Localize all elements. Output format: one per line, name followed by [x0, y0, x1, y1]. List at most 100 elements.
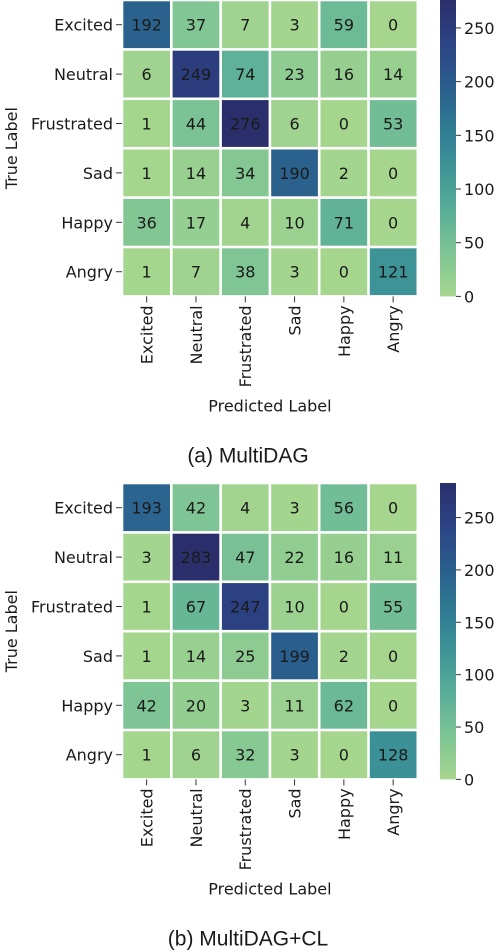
cell-value-label: 7 — [191, 263, 201, 282]
x-axis-title: Predicted Label — [208, 879, 331, 898]
y-tick-label: Happy — [61, 696, 113, 715]
cell-value-label: 67 — [186, 598, 206, 617]
cell-value-label: 190 — [279, 164, 310, 183]
cell-value-label: 1 — [142, 647, 152, 666]
heatmap-cell — [221, 632, 269, 680]
x-tick-label: Excited — [138, 305, 157, 364]
cell-value-label: 247 — [230, 598, 261, 617]
colorbar-tick-label: 0 — [464, 770, 474, 789]
heatmap-cell — [271, 533, 318, 581]
cell-value-label: 14 — [186, 647, 206, 666]
cell-value-label: 0 — [388, 647, 398, 666]
heatmap-cell — [320, 731, 368, 779]
cell-value-label: 37 — [186, 16, 206, 35]
heatmap-cell — [172, 484, 220, 532]
cell-value-label: 1 — [142, 115, 152, 134]
heatmap-cell — [123, 1, 170, 49]
cell-value-label: 32 — [235, 746, 255, 765]
heatmap-cell — [320, 583, 368, 630]
cell-value-label: 20 — [186, 696, 206, 715]
colorbar-tick-label: 50 — [464, 718, 484, 737]
heatmap-cell — [320, 198, 368, 246]
cell-value-label: 3 — [289, 16, 299, 35]
heatmap-cell — [123, 149, 170, 197]
y-tick-label: Neutral — [54, 548, 113, 567]
cell-value-label: 4 — [240, 213, 250, 232]
heatmap-cell — [369, 484, 417, 532]
chart-panel-b: 193 42 4 3 56 03 283 47 22 16 111 67 247 10 0 551 14 25 19… — [2, 483, 495, 950]
cell-value-label: 36 — [136, 213, 156, 232]
cell-value-label: 0 — [388, 213, 398, 232]
heatmap-cell — [271, 731, 318, 779]
y-tick-label: Excited — [54, 499, 113, 518]
heatmap-cell — [221, 1, 269, 49]
cell-value-label: 42 — [136, 696, 156, 715]
heatmap-cell — [123, 50, 170, 98]
cell-value-label: 17 — [186, 213, 206, 232]
x-tick-label: Frustrated — [236, 788, 255, 870]
cell-value-label: 6 — [191, 746, 201, 765]
heatmap-cell — [172, 632, 220, 680]
heatmap-cell — [320, 484, 368, 532]
cell-value-label: 23 — [284, 65, 304, 84]
y-axis-title: True Label — [2, 107, 21, 190]
heatmap-cell — [123, 681, 170, 729]
heatmap-cell — [123, 198, 170, 246]
colorbar-tick-label: 200 — [464, 73, 495, 92]
colorbar-tick-label: 250 — [464, 509, 495, 528]
cell-value-label: 25 — [235, 647, 255, 666]
cell-value-label: 10 — [284, 598, 304, 617]
heatmap-cell — [221, 248, 269, 296]
cell-value-label: 0 — [339, 598, 349, 617]
cell-value-label: 4 — [240, 499, 250, 518]
cell-value-label: 47 — [235, 548, 255, 567]
cell-value-label: 56 — [334, 499, 354, 518]
heatmap-cell — [221, 681, 269, 729]
cell-value-label: 7 — [240, 16, 250, 35]
y-tick-label: Angry — [66, 746, 113, 765]
cell-value-label: 128 — [378, 746, 409, 765]
cell-value-label: 6 — [289, 115, 299, 134]
y-axis-title: True Label — [2, 590, 21, 673]
heatmap-cell — [172, 583, 220, 630]
x-axis-title: Predicted Label — [208, 396, 331, 415]
heatmap-cell — [271, 198, 318, 246]
heatmap-cell — [271, 632, 318, 680]
colorbar — [440, 483, 456, 780]
cell-value-label: 1 — [142, 263, 152, 282]
heatmap-cell — [369, 731, 417, 779]
heatmap-cell — [369, 198, 417, 246]
heatmap-cell — [271, 1, 318, 49]
heatmap-cell — [221, 484, 269, 532]
cell-value-label: 14 — [383, 65, 403, 84]
chart-panel-a: 192 37 7 3 59 06 249 74 23 16 141 44 276 6 0 531 14 34 190… — [2, 0, 495, 467]
heatmap-cell — [172, 731, 220, 779]
colorbar-tick-label: 150 — [464, 126, 495, 145]
y-tick-label: Frustrated — [31, 598, 113, 617]
cell-value-label: 0 — [339, 115, 349, 134]
heatmap-cell — [369, 149, 417, 197]
x-tick-label: Neutral — [187, 788, 206, 847]
heatmap-cell — [123, 583, 170, 630]
heatmap-cell — [123, 248, 170, 296]
cell-value-label: 6 — [142, 65, 152, 84]
heatmap-cell — [271, 50, 318, 98]
heatmap-cell — [172, 198, 220, 246]
cell-value-label: 192 — [131, 16, 162, 35]
heatmap-cell — [221, 731, 269, 779]
cell-value-label: 38 — [235, 263, 255, 282]
heatmap-cell — [221, 583, 269, 630]
heatmap-cell — [221, 100, 269, 147]
heatmap-cell — [369, 583, 417, 630]
y-tick-label: Sad — [83, 164, 113, 183]
y-tick-label: Excited — [54, 16, 113, 35]
cell-value-label: 199 — [279, 647, 310, 666]
heatmap-cell — [320, 1, 368, 49]
heatmap-cell — [123, 533, 170, 581]
heatmap-cell — [320, 632, 368, 680]
cell-value-label: 0 — [388, 696, 398, 715]
heatmap-cell — [271, 484, 318, 532]
cell-value-label: 0 — [339, 263, 349, 282]
heatmap-cell — [172, 248, 220, 296]
